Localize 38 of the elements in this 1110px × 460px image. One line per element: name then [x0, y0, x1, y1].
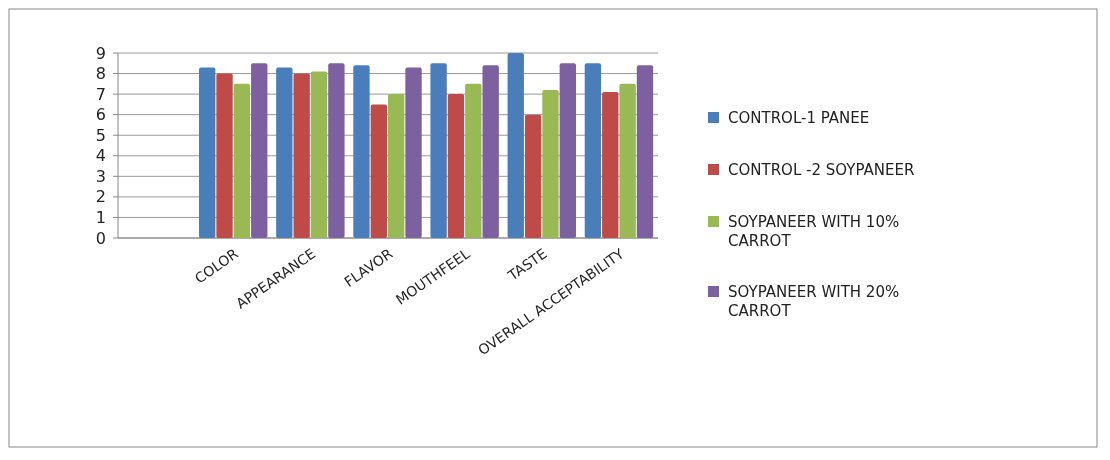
bar	[405, 67, 422, 238]
bar	[542, 90, 559, 238]
bar	[293, 73, 310, 238]
legend-label: SOYPANEER WITH 20% CARROT	[728, 283, 900, 320]
bar	[328, 63, 345, 238]
bar	[447, 94, 465, 238]
y-tick-label: 5	[95, 125, 106, 145]
bar	[216, 73, 233, 238]
bar	[233, 83, 251, 238]
y-tick-label: 1	[95, 208, 106, 228]
bar	[370, 104, 387, 238]
bar	[584, 63, 602, 238]
bar	[251, 63, 268, 238]
bar	[619, 83, 636, 238]
y-tick-label: 2	[95, 187, 106, 207]
bar	[602, 92, 619, 238]
bar	[482, 65, 499, 238]
bar	[524, 114, 542, 238]
bar	[310, 71, 328, 238]
bar	[507, 53, 524, 238]
legend-label: CONTROL -2 SOYPANEER	[728, 161, 915, 180]
bar	[559, 63, 576, 238]
bar	[636, 65, 654, 238]
y-tick-label: 7	[95, 84, 106, 104]
y-tick-label: 8	[95, 64, 106, 84]
bar	[388, 94, 405, 238]
y-tick-label: 3	[95, 166, 106, 186]
y-tick-label: 6	[95, 105, 106, 125]
bar	[276, 67, 293, 238]
legend-label: SOYPANEER WITH 10% CARROT	[728, 213, 900, 250]
bar	[353, 65, 370, 238]
y-tick-label: 0	[95, 228, 106, 248]
legend-label: CONTROL-1 PANEE	[728, 109, 870, 128]
bar	[430, 63, 447, 238]
bar	[465, 83, 482, 238]
bar	[199, 67, 216, 238]
y-tick-label: 4	[95, 146, 106, 166]
y-tick-label: 9	[95, 43, 106, 63]
